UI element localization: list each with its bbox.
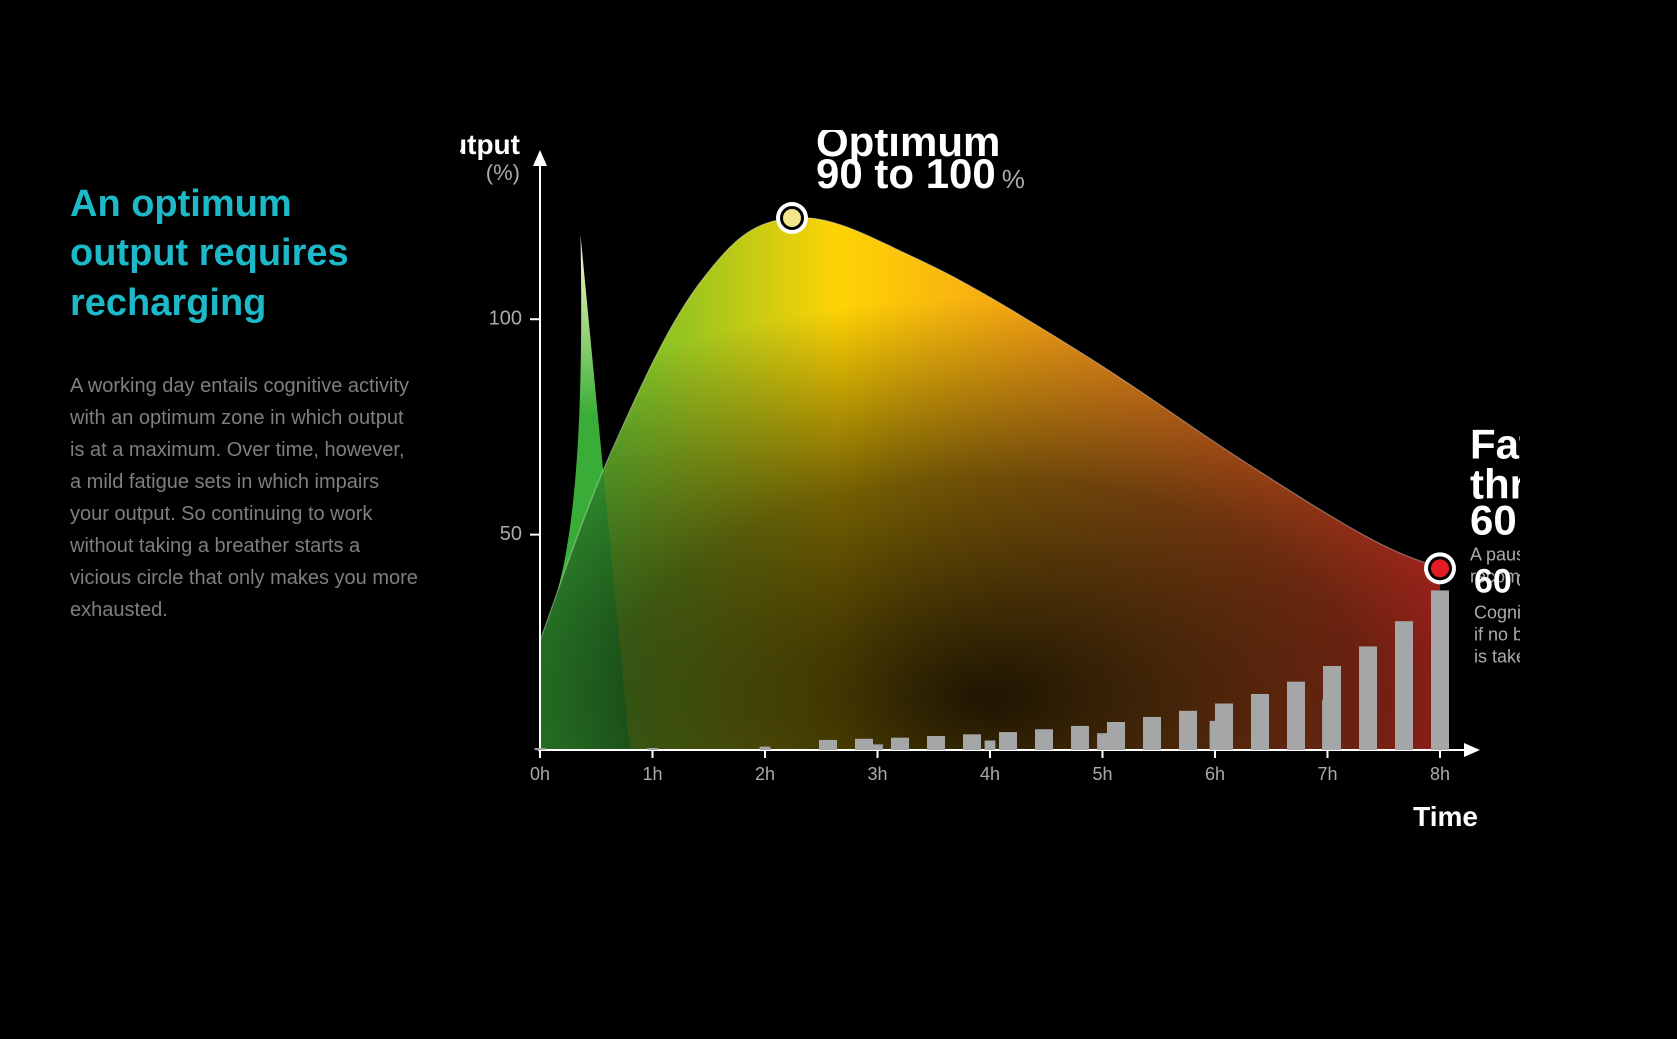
- x-tick-label: 3h: [867, 764, 887, 784]
- false-curve-bar: [891, 738, 909, 750]
- false-curve-bar: [1323, 666, 1341, 750]
- optimum-value: 90 to 100%: [816, 150, 1025, 197]
- sidebar-heading: An optimum output requires recharging: [70, 180, 410, 328]
- false-curve-bar: [855, 739, 873, 750]
- false-curve-bar: [1071, 726, 1089, 750]
- false-curve-sub-2: if no breather: [1474, 624, 1520, 644]
- false-curve-bar: [1395, 621, 1413, 750]
- hourly-bar: [760, 747, 771, 750]
- false-curve-bar: [1431, 590, 1449, 750]
- x-tick-label: 4h: [980, 764, 1000, 784]
- false-curve-bar: [1035, 729, 1053, 750]
- false-curve-bar: [1251, 694, 1269, 750]
- output-curve-chart: Output(%)10050Time0h1h2h3h4h5h6h7h8hOpti…: [460, 130, 1520, 850]
- x-tick-label: 8h: [1430, 764, 1450, 784]
- false-curve-bar: [927, 736, 945, 750]
- false-curve-bar: [1107, 722, 1125, 750]
- false-curve-bar: [1215, 704, 1233, 750]
- hourly-bar: [535, 748, 546, 750]
- y-tick-label: 50: [500, 523, 522, 545]
- y-tick-label: 100: [489, 308, 522, 330]
- hourly-bar: [985, 740, 996, 750]
- hourly-bar: [647, 748, 658, 750]
- fatigue-sub-1: A pause is: [1470, 544, 1520, 564]
- x-axis-title: Time: [1413, 801, 1478, 832]
- x-tick-label: 1h: [642, 764, 662, 784]
- x-tick-label: 7h: [1317, 764, 1337, 784]
- x-tick-label: 0h: [530, 764, 550, 784]
- x-tick-label: 2h: [755, 764, 775, 784]
- false-curve-bar: [999, 732, 1017, 750]
- x-tick-label: 6h: [1205, 764, 1225, 784]
- stage: An optimum output requires recharging A …: [0, 0, 1677, 1039]
- false-curve-bar: [1143, 717, 1161, 750]
- false-curve-bar: [1359, 646, 1377, 750]
- fatigue-marker-dot: [1431, 559, 1449, 577]
- hourly-bar: [872, 744, 883, 750]
- fatigue-value: 60%: [1470, 496, 1520, 543]
- x-axis-arrow: [1464, 743, 1480, 757]
- false-curve-bar: [1179, 711, 1197, 750]
- optimum-marker-dot: [783, 209, 801, 227]
- false-curve-bar: [1287, 682, 1305, 750]
- false-curve-sub-3: is taken: [1474, 646, 1520, 666]
- y-axis-arrow: [533, 150, 547, 166]
- y-axis-title: Output: [460, 130, 520, 160]
- false-curve-bar: [819, 740, 837, 750]
- false-curve-sub-1: Cognitive output: [1474, 602, 1520, 622]
- hourly-bar: [1097, 733, 1108, 750]
- x-tick-label: 5h: [1092, 764, 1112, 784]
- sidebar-body: A working day entails cognitive activity…: [70, 370, 420, 626]
- y-axis-unit: (%): [486, 160, 520, 185]
- false-curve-bar: [963, 734, 981, 750]
